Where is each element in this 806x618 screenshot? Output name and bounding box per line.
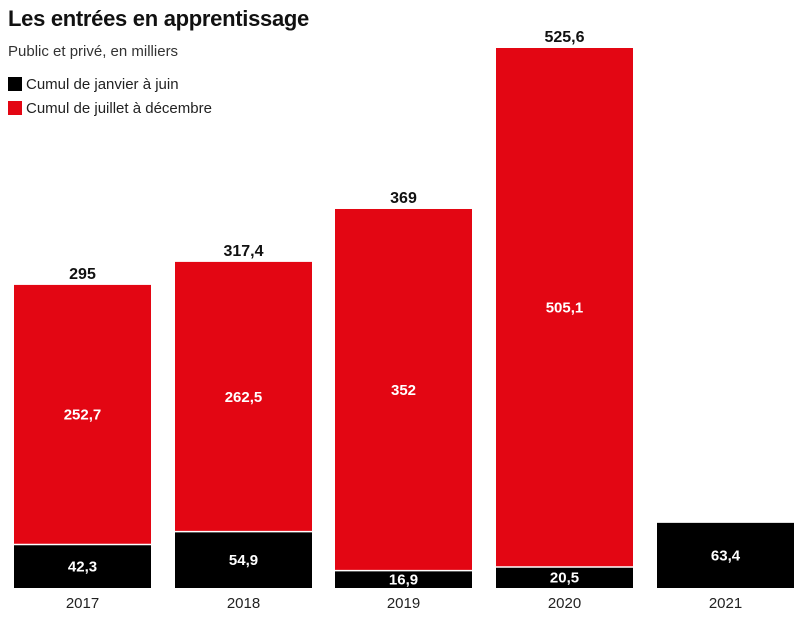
legend-swatch-black bbox=[8, 77, 22, 91]
bar-segment-first-half bbox=[496, 566, 633, 588]
chart-subtitle: Public et privé, en milliers bbox=[8, 43, 179, 60]
bar-segment-first-half bbox=[657, 522, 794, 588]
total-label: 369 bbox=[390, 190, 417, 207]
legend-item-second-half: Cumul de juillet à décembre bbox=[8, 96, 212, 120]
legend-label: Cumul de janvier à juin bbox=[26, 75, 179, 93]
data-label-second-half: 352 bbox=[391, 382, 416, 399]
data-label-second-half: 262,5 bbox=[225, 389, 263, 406]
x-tick-label: 2017 bbox=[66, 595, 99, 612]
x-tick-label: 2021 bbox=[709, 595, 742, 612]
total-label: 525,6 bbox=[544, 29, 584, 46]
x-tick-label: 2019 bbox=[387, 595, 420, 612]
chart-title: Les entrées en apprentissage bbox=[8, 6, 309, 31]
bar-segment-second-half bbox=[496, 48, 633, 567]
labels-group: 42,3 252,7 295 2017 54,9 262,5 317,4 2018 16,9 35… bbox=[64, 29, 742, 612]
data-label-first-half: 20,5 bbox=[550, 569, 579, 586]
x-tick-label: 2018 bbox=[227, 595, 260, 612]
bar-segment-second-half bbox=[14, 284, 151, 545]
legend-label: Cumul de juillet à décembre bbox=[26, 99, 212, 117]
bar-segment-second-half bbox=[335, 208, 472, 571]
legend: Cumul de janvier à juin Cumul de juillet… bbox=[8, 72, 212, 120]
data-label-first-half: 42,3 bbox=[68, 558, 97, 575]
data-label-second-half: 252,7 bbox=[64, 407, 102, 424]
bar-segment-first-half bbox=[335, 570, 472, 588]
bar-segment-second-half bbox=[175, 261, 312, 532]
bar-segment-first-half bbox=[14, 544, 151, 588]
bars-group bbox=[14, 48, 794, 588]
data-label-first-half: 54,9 bbox=[229, 552, 258, 569]
data-label-second-half: 505,1 bbox=[546, 299, 584, 316]
data-label-first-half: 63,4 bbox=[711, 547, 741, 564]
total-label: 295 bbox=[69, 266, 96, 283]
legend-swatch-red bbox=[8, 101, 22, 115]
data-label-first-half: 16,9 bbox=[389, 571, 418, 588]
legend-item-first-half: Cumul de janvier à juin bbox=[8, 72, 212, 96]
total-label: 317,4 bbox=[223, 243, 263, 260]
x-tick-label: 2020 bbox=[548, 595, 581, 612]
bar-segment-first-half bbox=[175, 531, 312, 588]
